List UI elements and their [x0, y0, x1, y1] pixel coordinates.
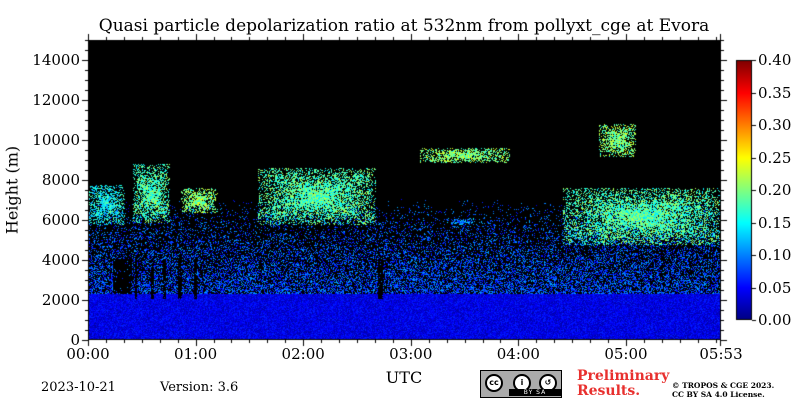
colorbar-tick-label: 0.00 — [758, 311, 792, 329]
x-tick-label: 05:53 — [699, 345, 743, 363]
y-tick-label: 10000 — [32, 131, 80, 149]
y-tick-label: 14000 — [32, 51, 80, 69]
colorbar-tick-label: 0.40 — [758, 51, 792, 69]
x-tick-label: 05:00 — [604, 345, 648, 363]
x-tick-label: 02:00 — [281, 345, 325, 363]
preliminary-line-2: Results. — [577, 383, 641, 399]
measurement-date: 2023-10-21 — [41, 380, 116, 395]
y-tick-label: 2000 — [41, 291, 80, 309]
y-tick-label: 6000 — [41, 211, 80, 229]
colorbar-tick-label: 0.35 — [758, 83, 792, 102]
x-tick-label: 04:00 — [496, 345, 540, 363]
y-tick-label: 0 — [70, 331, 80, 349]
colorbar-tick-label: 0.05 — [758, 278, 792, 297]
cc-license-badge: cc i ↺ BY SA — [480, 370, 562, 398]
y-axis-label: Height (m) — [2, 145, 22, 235]
cc-icon: cc — [485, 374, 503, 392]
colorbar-tick-label: 0.30 — [758, 116, 792, 134]
x-tick-label: 03:00 — [389, 345, 433, 363]
copyright-line-1: © TROPOS & CGE 2023. — [672, 381, 775, 390]
x-axis-label: UTC — [385, 368, 423, 387]
x-tick-label: 01:00 — [173, 345, 218, 363]
preliminary-line-1: Preliminary — [577, 368, 670, 384]
copyright-notice: © TROPOS & CGE 2023. CC BY SA 4.0 Licens… — [672, 381, 774, 399]
colorbar-tick-label: 0.20 — [758, 181, 792, 199]
y-tick-label: 12000 — [32, 91, 80, 109]
colorbar-tick-label: 0.25 — [758, 148, 792, 167]
version-label: Version: 3.6 — [160, 380, 239, 395]
chart-title: Quasi particle depolarization ratio at 5… — [98, 16, 710, 36]
colorbar-tick-label: 0.15 — [758, 213, 792, 232]
y-tick-label: 8000 — [41, 171, 80, 189]
colorbar-tick-label: 0.10 — [758, 246, 792, 264]
preliminary-results-label: Preliminary Results. — [577, 369, 669, 399]
cc-band-label: BY SA — [509, 389, 561, 396]
copyright-line-2: CC BY SA 4.0 License. — [672, 390, 765, 399]
y-tick-label: 4000 — [41, 251, 80, 269]
x-tick-label: 00:00 — [66, 345, 110, 363]
